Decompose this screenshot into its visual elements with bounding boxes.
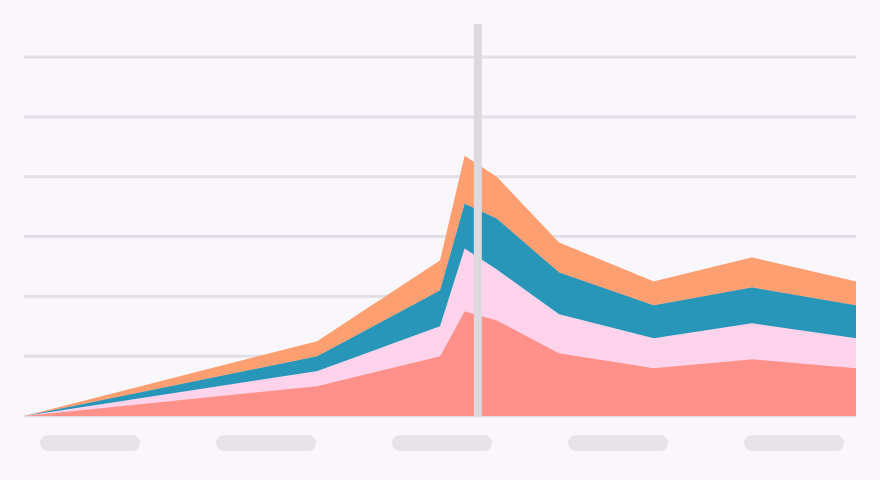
area-series-4 bbox=[24, 155, 856, 416]
x-tick-label-2 bbox=[216, 435, 316, 451]
area-series-1 bbox=[24, 311, 856, 416]
area-series-2 bbox=[24, 248, 856, 416]
area-series bbox=[24, 155, 856, 416]
hover-cursor[interactable] bbox=[473, 24, 482, 416]
x-tick-label-5 bbox=[744, 435, 844, 451]
x-tick-label-1 bbox=[40, 435, 140, 451]
area-series-3 bbox=[24, 203, 856, 416]
x-axis-tick-labels bbox=[40, 435, 844, 451]
x-tick-label-4 bbox=[568, 435, 668, 451]
x-tick-label-3 bbox=[392, 435, 492, 451]
cursor-line bbox=[473, 24, 482, 416]
